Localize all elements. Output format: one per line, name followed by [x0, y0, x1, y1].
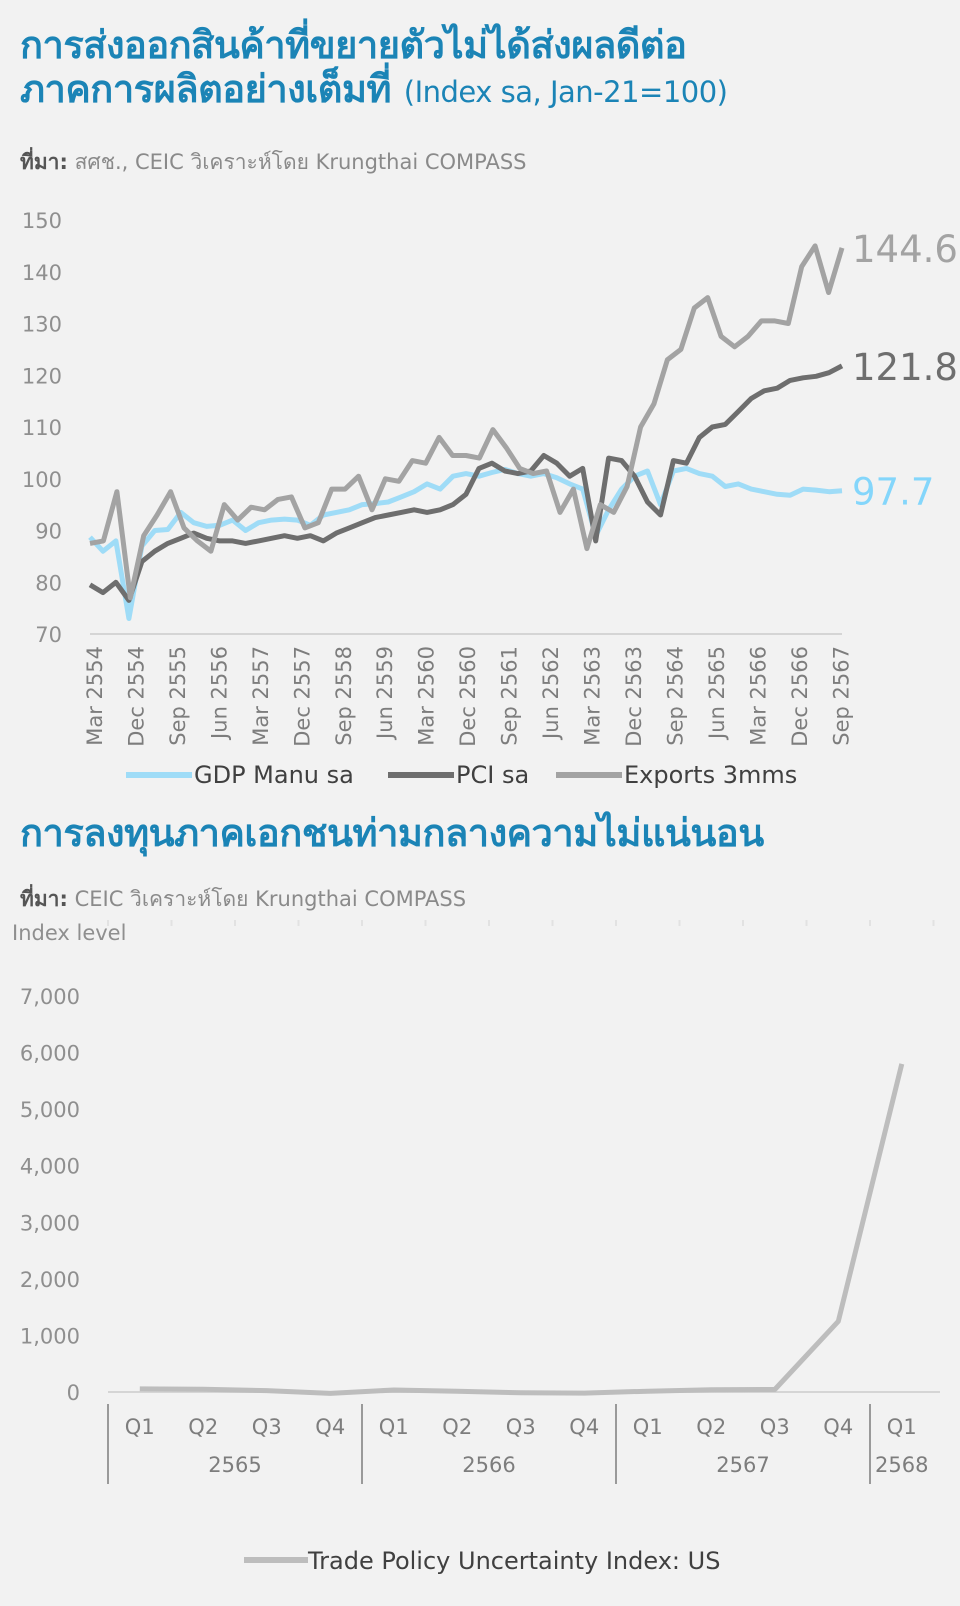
chart2-y-tick: 3,000	[20, 1211, 80, 1235]
chart2-x-tick: Q1	[379, 1415, 409, 1439]
chart1-x-tick: Mar 2563	[581, 646, 605, 746]
chart1-source-label: ที่มา:	[20, 150, 68, 174]
chart2-year-label: 2568	[875, 1453, 928, 1477]
chart1-legend-label: PCI sa	[456, 761, 529, 789]
chart1-legend-label: Exports 3mms	[624, 761, 797, 789]
chart2-plot: Index level 7,000 6,000 5,000 4,000 3,000 2,00…	[12, 920, 940, 1575]
chart1-x-tick: Jun 2562	[539, 646, 563, 741]
chart2-y-tick: 4,000	[20, 1155, 80, 1179]
chart2-x-tick: Q3	[760, 1415, 790, 1439]
chart1-x-tick: Dec 2560	[456, 646, 480, 747]
chart1-last-value-label: 121.8	[852, 346, 958, 389]
chart1-x-tick: Mar 2560	[415, 646, 439, 746]
chart2-year-label: 2567	[716, 1453, 769, 1477]
chart1-legend-label: GDP Manu sa	[194, 761, 354, 789]
chart1-series-line	[88, 465, 843, 621]
chart2-x-tick: Q3	[506, 1415, 536, 1439]
chart1-title-line2: ภาคการผลิตอย่างเต็มที่ (Index sa, Jan-21…	[20, 66, 728, 112]
chart1-x-tick: Jun 2559	[373, 646, 397, 741]
chart1-x-tick: Mar 2557	[249, 646, 273, 746]
chart1-x-tick: Jun 2556	[207, 646, 231, 741]
chart2-y-axis-label: Index level	[12, 921, 126, 945]
chart2-x-tick: Q2	[188, 1415, 218, 1439]
chart1-y-tick: 150	[22, 209, 62, 233]
chart1-x-tick: Sep 2558	[332, 646, 356, 746]
chart1-source-text: สศช., CEIC วิเคราะห์โดย Krungthai COMPAS…	[67, 150, 527, 174]
chart2-y-tick: 6,000	[20, 1042, 80, 1066]
chart2-year-label: 2565	[208, 1453, 261, 1477]
chart1-y-tick: 120	[22, 364, 62, 388]
chart1-y-tick: 90	[35, 520, 62, 544]
chart1-y-tick: 110	[22, 416, 62, 440]
chart1-y-tick: 70	[35, 623, 62, 647]
chart1-title-line2-text: ภาคการผลิตอย่างเต็มที่	[20, 66, 392, 111]
chart1-x-tick: Mar 2554	[83, 646, 107, 746]
chart1-series-line	[89, 243, 845, 601]
chart1-x-tick: Sep 2564	[663, 646, 687, 746]
chart2-source-label: ที่มา:	[20, 887, 68, 911]
chart1-y-tick: 130	[22, 313, 62, 337]
chart2-y-tick: 2,000	[20, 1268, 80, 1292]
chart2-x-tick: Q2	[442, 1415, 472, 1439]
chart2-series-line	[139, 1063, 905, 1396]
chart1-plot: 150 140 130 120 110 100 90 80 70 Mar 2554 Dec 2554…	[22, 209, 958, 789]
chart2-year-label: 2566	[462, 1453, 515, 1477]
chart2-legend-label: Trade Policy Uncertainty Index: US	[307, 1547, 720, 1575]
chart1-last-value-label: 144.6	[852, 228, 958, 271]
chart2-y-tick: 0	[67, 1381, 80, 1405]
chart2-source-text: CEIC วิเคราะห์โดย Krungthai COMPASS	[67, 887, 467, 911]
chart1-x-tick: Dec 2557	[290, 646, 314, 747]
chart2-x-tick: Q2	[696, 1415, 726, 1439]
chart1-x-tick: Sep 2561	[498, 646, 522, 746]
chart1-x-tick: Mar 2566	[746, 646, 770, 746]
chart1-y-tick: 100	[22, 468, 62, 492]
chart1-title-unit: (Index sa, Jan-21=100)	[403, 74, 728, 109]
chart1-x-tick: Dec 2554	[124, 646, 148, 747]
chart1-y-tick: 80	[35, 571, 62, 595]
chart1-x-tick: Dec 2563	[622, 646, 646, 747]
chart1-title: การส่งออกสินค้าที่ขยายตัวไม่ได้ส่งผลดีต่…	[20, 23, 728, 112]
chart1-x-tick: Dec 2566	[788, 646, 812, 747]
chart2-y-tick: 7,000	[20, 985, 80, 1009]
chart1-x-tick: Sep 2555	[166, 646, 190, 746]
chart2-title: การลงทุนภาคเอกชนท่ามกลางความไม่แน่นอน	[20, 811, 764, 855]
chart1-series-line	[88, 363, 844, 603]
chart1-title-line1: การส่งออกสินค้าที่ขยายตัวไม่ได้ส่งผลดีต่…	[20, 23, 687, 67]
chart2-x-tick: Q1	[125, 1415, 155, 1439]
chart2-y-tick: 1,000	[20, 1324, 80, 1348]
chart1-y-tick: 140	[22, 261, 62, 285]
chart2-y-tick: 5,000	[20, 1098, 80, 1122]
chart2-x-tick: Q4	[315, 1415, 345, 1439]
chart2-x-tick: Q4	[823, 1415, 853, 1439]
chart1-x-tick: Jun 2565	[705, 646, 729, 741]
chart2-x-tick: Q1	[633, 1415, 663, 1439]
chart2-source: ที่มา: CEIC วิเคราะห์โดย Krungthai COMPA…	[20, 883, 466, 916]
chart2-x-tick: Q3	[252, 1415, 282, 1439]
chart1-last-value-label: 97.7	[852, 471, 934, 514]
chart2-x-tick: Q1	[887, 1415, 917, 1439]
chart1-x-tick: Sep 2567	[829, 646, 853, 746]
chart1-source: ที่มา: สศช., CEIC วิเคราะห์โดย Krungthai…	[20, 146, 527, 179]
chart2-x-tick: Q4	[569, 1415, 599, 1439]
